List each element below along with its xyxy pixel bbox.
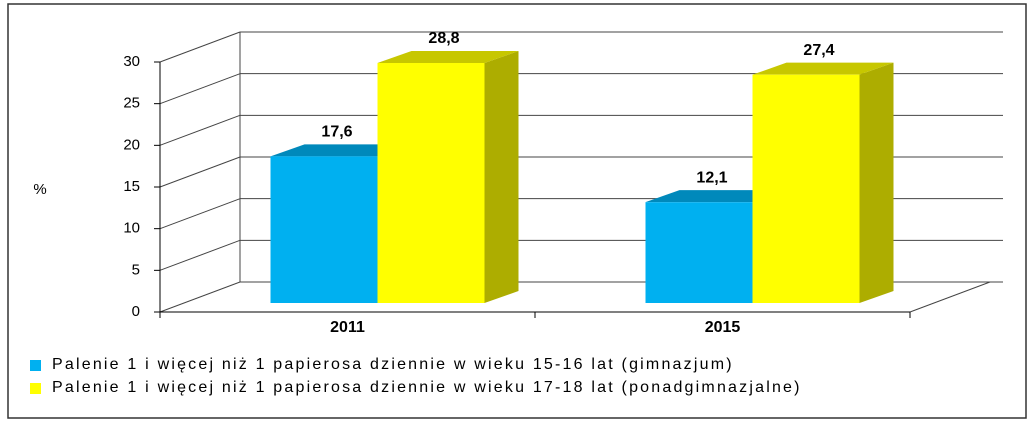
- bar: [270, 156, 378, 303]
- y-tick-label: 30: [123, 53, 140, 70]
- legend: Palenie 1 i więcej niż 1 papierosa dzien…: [30, 356, 1025, 402]
- grid-line-side: [159, 156, 241, 188]
- x-tick-label: 2015: [705, 319, 741, 336]
- bar-top: [270, 144, 412, 157]
- grid-line-side: [159, 114, 241, 146]
- floor-right-edge: [909, 281, 991, 313]
- y-tick-label: 10: [123, 220, 140, 237]
- y-axis-label: %: [33, 181, 46, 198]
- legend-label: Palenie 1 i więcej niż 1 papierosa dzien…: [52, 356, 734, 373]
- y-tick-label: 5: [132, 261, 140, 278]
- bar-top: [645, 190, 787, 203]
- frame: [7, 3, 1027, 419]
- y-tick-label: 25: [123, 95, 140, 112]
- data-label: 27,4: [803, 42, 834, 59]
- bar-top: [377, 51, 519, 63]
- data-label: 28,8: [428, 30, 459, 47]
- y-tick-label: 0: [132, 303, 140, 320]
- data-label: 12,1: [696, 169, 727, 186]
- bar-side: [859, 62, 894, 303]
- grid-line-side: [159, 73, 241, 105]
- bar: [752, 74, 860, 304]
- grid-line-side: [159, 281, 241, 313]
- bar: [645, 202, 753, 303]
- grid-line-side: [159, 31, 241, 63]
- y-tick-label: 15: [123, 178, 140, 195]
- legend-item: Palenie 1 i więcej niż 1 papierosa dzien…: [30, 356, 1025, 373]
- bar-side: [484, 51, 519, 303]
- data-label: 17,6: [321, 124, 352, 141]
- bar-top: [752, 62, 894, 75]
- legend-swatch: [30, 360, 41, 371]
- grid-line-side: [159, 239, 241, 271]
- grid-line-side: [159, 198, 241, 230]
- legend-label: Palenie 1 i więcej niż 1 papierosa dzien…: [52, 379, 802, 396]
- x-tick-label: 2011: [330, 319, 365, 336]
- y-tick-label: 20: [123, 136, 140, 153]
- legend-item: Palenie 1 i więcej niż 1 papierosa dzien…: [30, 379, 1025, 396]
- bar: [377, 63, 485, 303]
- legend-swatch: [30, 383, 41, 394]
